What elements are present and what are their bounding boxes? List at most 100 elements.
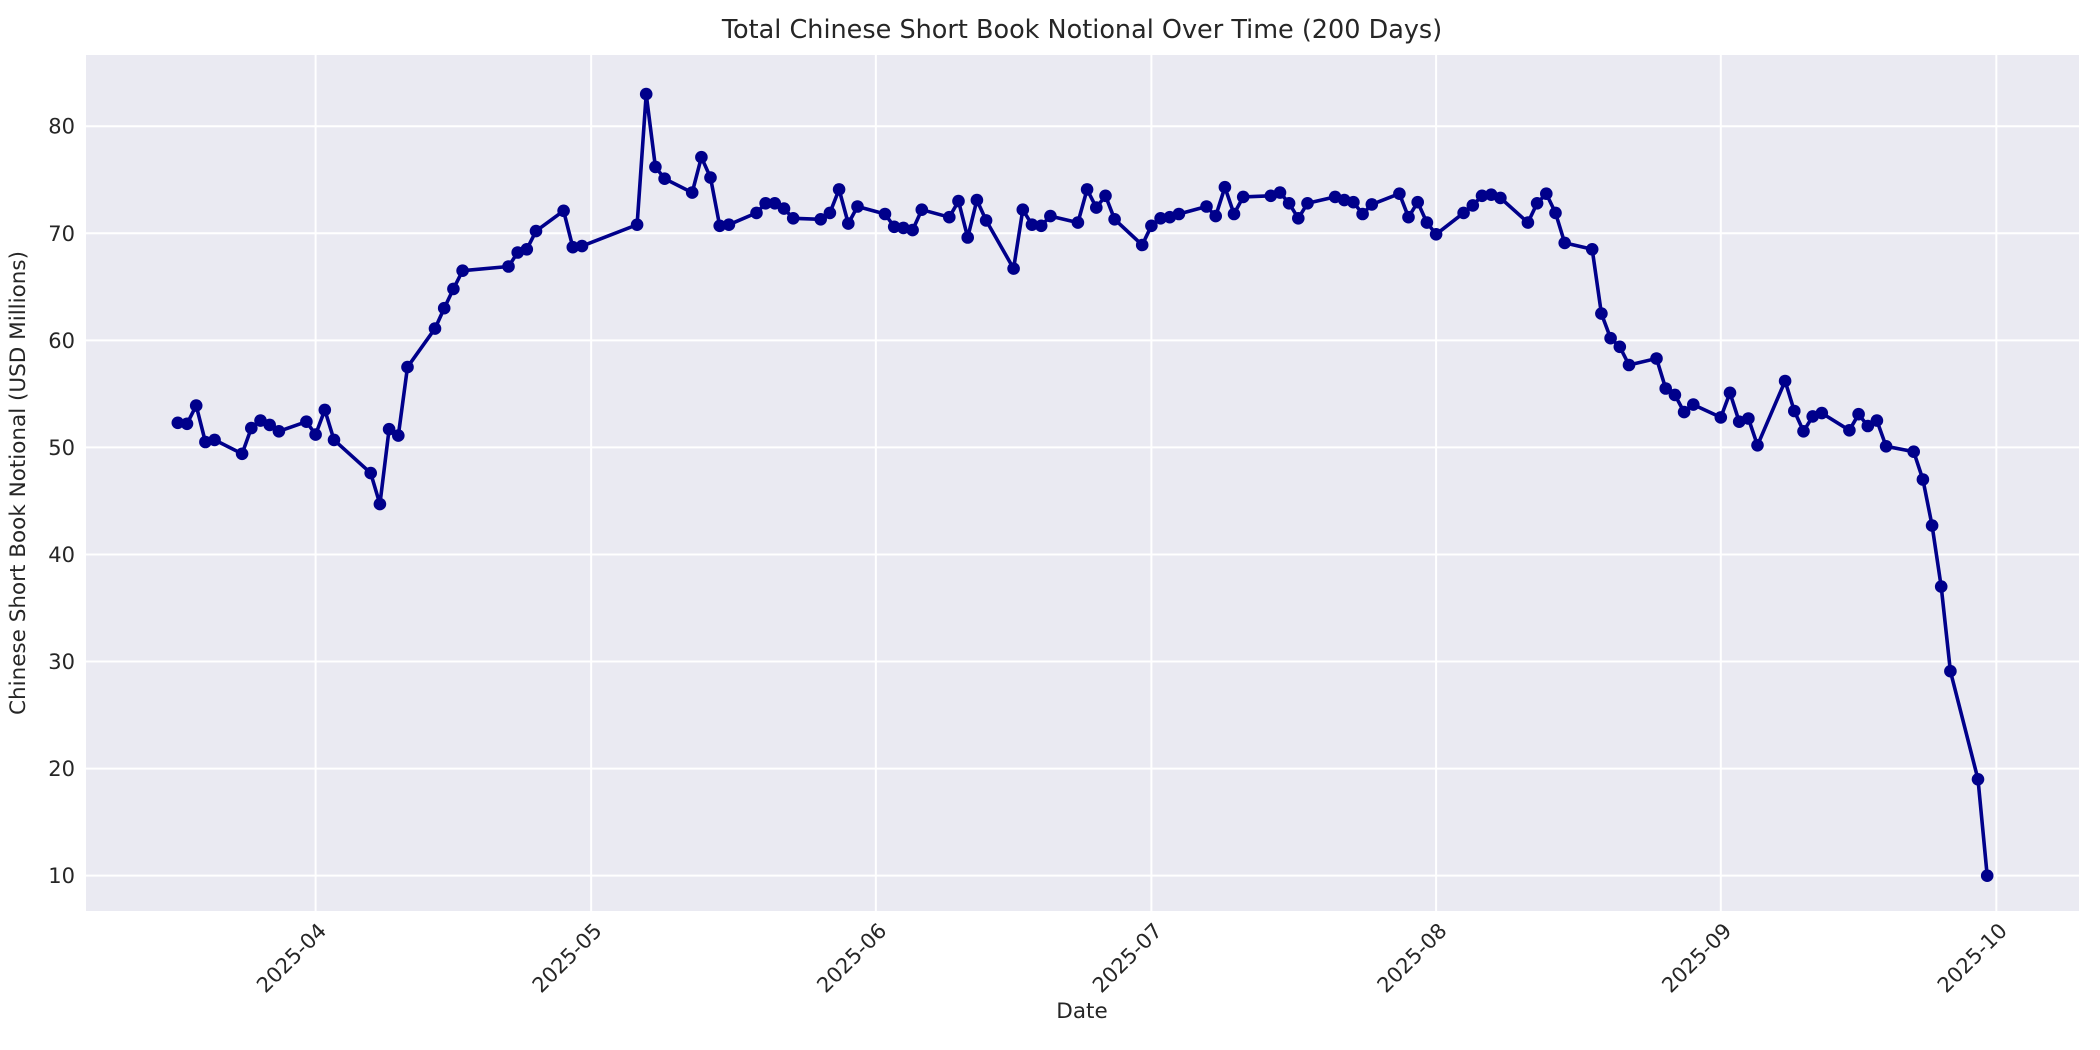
x-axis-label: Date <box>1056 999 1107 1024</box>
data-point-marker <box>300 415 313 429</box>
data-point-marker <box>1090 201 1103 214</box>
data-point-marker <box>1411 195 1424 209</box>
data-point-marker <box>1466 199 1480 212</box>
data-point-marker <box>1549 206 1562 220</box>
data-point-marker <box>1980 869 1994 882</box>
data-point-marker <box>695 150 708 164</box>
data-point-marker <box>1108 213 1121 226</box>
x-tick-label: 2025-05 <box>528 919 607 998</box>
x-tick-labels: 2025-04 2025-05 2025-06 2025-07 2025-08 2025-… <box>252 919 2012 998</box>
data-point-marker <box>1585 243 1599 256</box>
data-point-marker <box>1420 216 1434 229</box>
data-point-marker <box>1558 236 1571 250</box>
data-point-marker <box>1393 187 1406 200</box>
data-point-marker <box>1099 189 1112 203</box>
data-point-marker <box>878 207 892 221</box>
data-point-marker <box>1742 412 1755 425</box>
data-point-marker <box>1622 358 1636 372</box>
data-point-marker <box>401 360 414 374</box>
data-point-marker <box>630 218 644 231</box>
data-point-marker <box>1595 307 1608 320</box>
data-point-marker <box>1154 212 1167 225</box>
data-point-marker <box>1007 262 1020 275</box>
data-point-marker <box>1071 216 1085 229</box>
data-point-marker <box>1843 424 1856 437</box>
data-point-marker <box>1751 439 1764 452</box>
data-point-marker <box>1044 209 1057 223</box>
data-point-marker <box>915 203 929 216</box>
data-point-marker <box>272 425 286 438</box>
data-point-marker <box>1540 187 1553 200</box>
data-point-marker <box>777 202 791 215</box>
data-point-marker <box>1209 209 1222 223</box>
data-point-marker <box>1971 773 1985 786</box>
data-point-marker <box>364 466 378 480</box>
data-point-marker <box>1301 197 1314 210</box>
data-point-marker <box>1521 216 1535 229</box>
chart-title: Total Chinese Short Book Notional Over T… <box>721 15 1442 45</box>
data-point-marker <box>437 301 451 315</box>
data-point-marker <box>768 197 782 210</box>
y-tick-labels: 10 20 30 40 50 60 70 80 <box>48 115 75 888</box>
x-tick-label: 2025-04 <box>252 919 331 998</box>
data-point-marker <box>1668 388 1682 402</box>
data-point-marker <box>1457 206 1470 220</box>
data-point-marker <box>373 497 387 511</box>
x-tick-label: 2025-07 <box>1088 919 1167 998</box>
data-point-marker <box>1135 238 1149 252</box>
data-point-marker <box>832 183 846 196</box>
data-point-marker <box>1687 398 1700 411</box>
data-point-marker <box>382 422 396 436</box>
data-point-marker <box>1879 440 1893 453</box>
data-point-marker <box>1870 414 1884 427</box>
data-point-marker <box>970 193 984 207</box>
data-point-marker <box>1429 228 1443 241</box>
data-point-marker <box>1604 331 1617 345</box>
data-point-marker <box>685 186 699 199</box>
data-point-marker <box>1236 190 1250 204</box>
y-tick-label: 30 <box>48 650 75 674</box>
data-point-marker <box>557 204 570 218</box>
data-point-marker <box>658 172 671 185</box>
data-point-marker <box>520 243 534 256</box>
data-point-marker <box>814 213 827 226</box>
data-point-marker <box>1347 195 1360 209</box>
data-point-marker <box>1356 207 1369 221</box>
x-tick-label: 2025-10 <box>1933 919 2012 998</box>
data-point-marker <box>704 171 717 184</box>
data-point-marker <box>529 224 543 238</box>
data-point-marker <box>823 206 837 220</box>
data-point-marker <box>1218 180 1232 194</box>
data-point-marker <box>1778 374 1792 388</box>
data-point-marker <box>309 428 322 441</box>
data-point-marker <box>1944 664 1957 678</box>
data-point-marker <box>208 433 221 447</box>
y-tick-label: 80 <box>48 115 75 139</box>
data-point-marker <box>887 220 901 234</box>
plot-area <box>86 55 2079 911</box>
data-point-marker <box>1530 197 1544 210</box>
data-point-marker <box>759 197 772 210</box>
data-point-marker <box>1292 212 1305 225</box>
x-tick-label: 2025-08 <box>1373 919 1452 998</box>
data-point-marker <box>1916 473 1930 486</box>
y-tick-label: 60 <box>48 329 75 353</box>
data-point-marker <box>1365 198 1379 211</box>
y-tick-label: 50 <box>48 436 75 460</box>
x-tick-label: 2025-09 <box>1657 919 1736 998</box>
y-tick-label: 40 <box>48 543 75 567</box>
data-point-marker <box>171 416 185 430</box>
data-point-marker <box>1650 352 1663 365</box>
data-point-marker <box>851 200 864 213</box>
data-point-marker <box>842 217 855 230</box>
data-point-marker <box>1797 425 1810 438</box>
data-point-marker <box>961 231 974 244</box>
data-point-marker <box>1282 197 1296 210</box>
data-point-marker <box>722 218 736 231</box>
data-point-marker <box>456 264 469 278</box>
data-point-marker <box>1273 186 1287 199</box>
data-point-marker <box>952 194 965 208</box>
gridlines <box>86 55 2079 911</box>
